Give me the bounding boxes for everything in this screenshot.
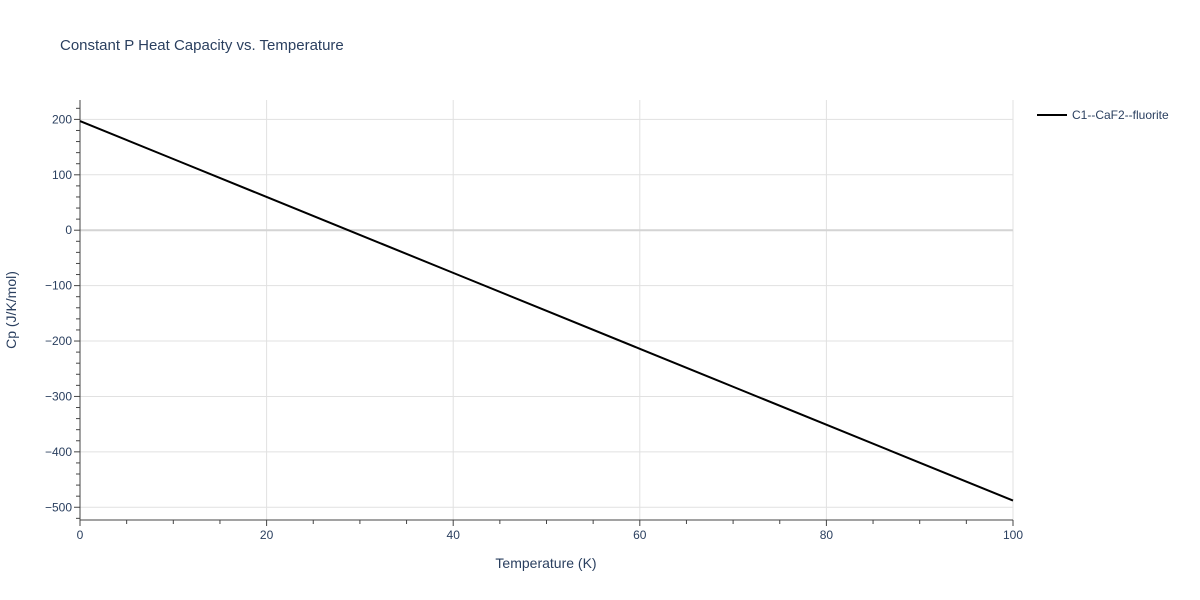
y-tick-label: −300 <box>45 389 72 403</box>
x-tick-label: 40 <box>447 528 461 542</box>
axes: 0 20 40 60 80 100 200 100 0 −100 −200 −300 −400 −500 <box>45 100 1023 542</box>
chart-title: Constant P Heat Capacity vs. Temperature <box>60 37 344 54</box>
legend: C1--CaF2--fluorite <box>1037 108 1169 122</box>
y-tick-label: 100 <box>52 168 72 182</box>
x-axis-title: Temperature (K) <box>495 555 596 571</box>
y-tick-label: −400 <box>45 445 72 459</box>
y-tick-label: −200 <box>45 334 72 348</box>
y-tick-label: 0 <box>65 223 72 237</box>
y-tick-label: −500 <box>45 500 72 514</box>
plot-area <box>79 120 1014 502</box>
x-tick-label: 60 <box>633 528 647 542</box>
y-tick-label: 200 <box>52 112 72 126</box>
legend-label: C1--CaF2--fluorite <box>1072 108 1169 122</box>
y-tick-label: −100 <box>45 279 72 293</box>
x-tick-label: 100 <box>1003 528 1023 542</box>
x-tick-label: 0 <box>77 528 84 542</box>
x-tick-label: 80 <box>820 528 834 542</box>
series-line <box>79 120 1014 502</box>
x-tick-label: 20 <box>260 528 274 542</box>
y-axis-title: Cp (J/K/mol) <box>3 271 19 349</box>
grid <box>80 100 1014 520</box>
